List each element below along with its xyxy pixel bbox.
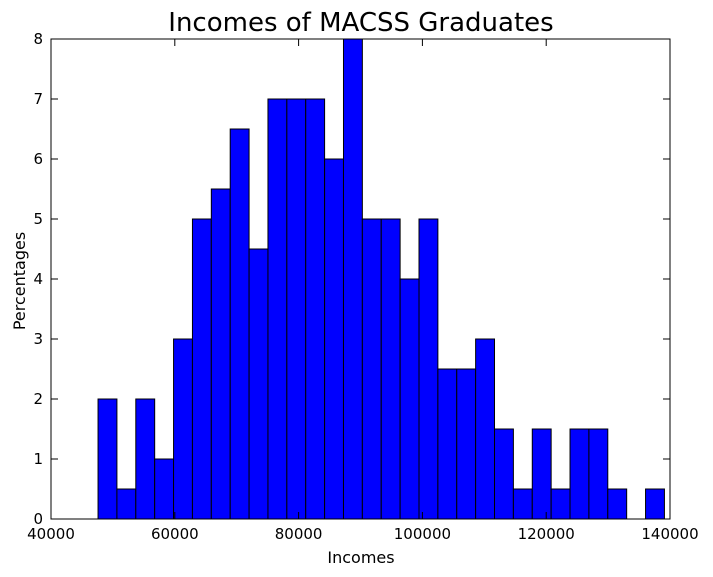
histogram-bar bbox=[494, 428, 514, 520]
y-tick-label: 5 bbox=[33, 210, 43, 228]
histogram-bar bbox=[286, 98, 307, 520]
y-tick-label: 3 bbox=[33, 330, 43, 348]
histogram-bar bbox=[210, 188, 231, 520]
y-tick-label: 8 bbox=[33, 30, 43, 48]
histogram-bar bbox=[305, 98, 326, 520]
histogram-bar bbox=[361, 218, 382, 520]
histogram-bar bbox=[267, 98, 288, 520]
histogram-bar bbox=[475, 338, 496, 520]
histogram-bar bbox=[512, 488, 533, 520]
histogram-bar bbox=[418, 218, 439, 520]
y-axis-label: Percentages bbox=[10, 232, 29, 330]
histogram-bar bbox=[531, 428, 552, 520]
x-tick-label: 80000 bbox=[275, 525, 323, 543]
histogram-bar bbox=[116, 488, 137, 520]
histogram-bar bbox=[569, 428, 590, 520]
histogram-bar bbox=[229, 128, 250, 520]
histogram-bar bbox=[324, 158, 344, 520]
histogram-bar bbox=[607, 488, 628, 520]
histogram-bar bbox=[588, 428, 609, 520]
y-tick-label: 7 bbox=[33, 90, 43, 108]
x-tick-label: 140000 bbox=[641, 525, 698, 543]
x-axis-label: Incomes bbox=[327, 548, 394, 567]
histogram-bar bbox=[645, 488, 665, 520]
histogram-bar bbox=[399, 278, 420, 520]
histogram-bar bbox=[248, 248, 269, 520]
histogram-bar bbox=[437, 368, 458, 520]
histogram-bar bbox=[191, 218, 212, 520]
y-tick-label: 0 bbox=[33, 510, 43, 528]
y-tick-label: 1 bbox=[33, 450, 43, 468]
histogram-bar bbox=[342, 38, 363, 520]
y-tick-label: 2 bbox=[33, 390, 43, 408]
x-tick-label: 40000 bbox=[27, 525, 75, 543]
x-tick-label: 60000 bbox=[151, 525, 199, 543]
histogram-bar bbox=[380, 218, 401, 520]
y-tick-label: 4 bbox=[33, 270, 43, 288]
chart-title: Incomes of MACSS Graduates bbox=[168, 8, 553, 38]
x-tick-label: 120000 bbox=[518, 525, 575, 543]
histogram-bar bbox=[135, 398, 156, 520]
histogram-bar bbox=[97, 398, 118, 520]
histogram-bar bbox=[550, 488, 571, 520]
y-tick-label: 6 bbox=[33, 150, 43, 168]
histogram-bar bbox=[154, 458, 175, 520]
plot-frame bbox=[50, 38, 671, 520]
histogram-bar bbox=[173, 338, 193, 520]
bars-group bbox=[97, 38, 665, 520]
histogram-bar bbox=[456, 368, 477, 520]
x-tick-label: 100000 bbox=[394, 525, 451, 543]
